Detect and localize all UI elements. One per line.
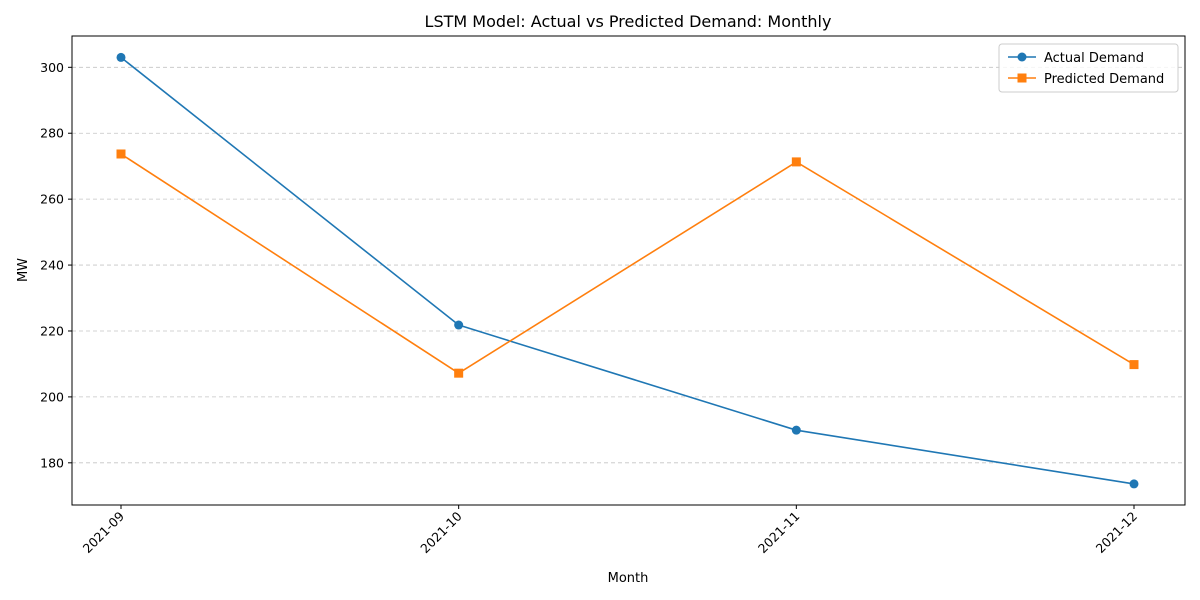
data-point-actual xyxy=(791,425,801,435)
y-axis: 180 200 220 240 260 280 300 xyxy=(40,60,72,470)
legend-label-actual: Actual Demand xyxy=(1044,51,1144,66)
y-tick-label: 260 xyxy=(40,192,64,207)
data-point-predicted xyxy=(116,149,126,159)
legend-label-predicted: Predicted Demand xyxy=(1044,72,1164,87)
y-tick-label: 220 xyxy=(40,323,64,338)
y-tick-label: 280 xyxy=(40,126,64,141)
y-tick-label: 200 xyxy=(40,389,64,404)
legend-marker-predicted xyxy=(1017,73,1027,83)
legend-frame xyxy=(998,43,1179,93)
plot-frame xyxy=(71,35,1186,506)
series-line-actual xyxy=(120,56,1135,485)
x-axis-label: Month xyxy=(608,571,649,586)
legend-marker-actual xyxy=(1017,52,1027,62)
data-point-actual xyxy=(116,52,126,62)
series-line-predicted xyxy=(120,153,1135,374)
y-axis-label: MW xyxy=(16,258,31,282)
data-point-actual xyxy=(454,320,464,330)
series-layer xyxy=(116,52,1139,489)
data-point-actual xyxy=(1129,479,1139,489)
y-tick-label: 180 xyxy=(40,455,64,470)
data-point-predicted xyxy=(1129,360,1139,370)
y-tick-label: 240 xyxy=(40,258,64,273)
legend: Actual Demand Predicted Demand xyxy=(998,43,1179,93)
data-point-predicted xyxy=(454,368,464,378)
chart-title: LSTM Model: Actual vs Predicted Demand: … xyxy=(425,12,832,31)
y-tick-label: 300 xyxy=(40,60,64,75)
data-point-predicted xyxy=(791,157,801,167)
